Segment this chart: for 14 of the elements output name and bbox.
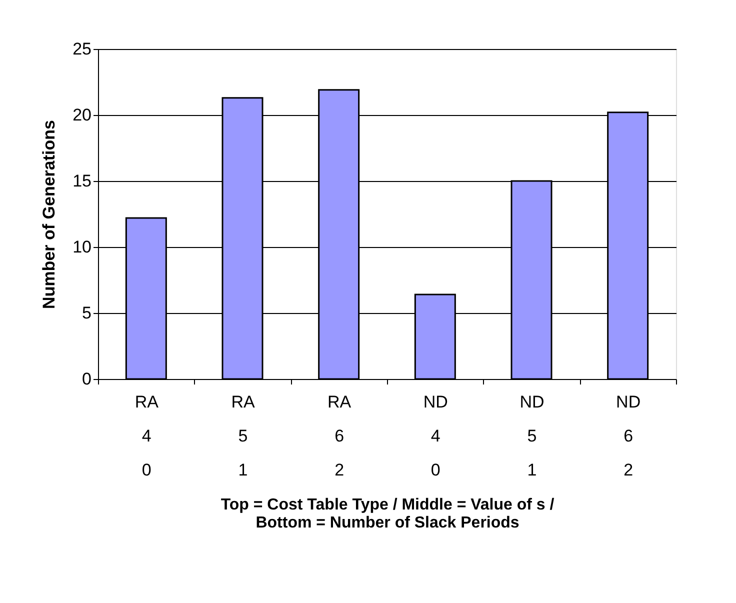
x-tick-label: ND 4 0: [423, 392, 448, 480]
x-tick-label: ND 6 2: [616, 392, 641, 480]
y-axis-title: Number of Generations: [40, 120, 59, 309]
x-tick-label: ND 5 1: [520, 392, 544, 480]
x-tick-label: RA 6 2: [328, 392, 352, 480]
y-tick-label: 20: [72, 106, 92, 124]
y-tick-label: 25: [72, 40, 92, 58]
x-axis-title: Top = Cost Table Type / Middle = Value of s / Bottom = Number of Slack Periods: [220, 496, 555, 532]
y-tick-label: 15: [72, 172, 92, 190]
y-tick-label: 0: [82, 370, 92, 388]
x-tick-label: RA 4 0: [134, 392, 160, 480]
x-tick-label: RA 5 1: [231, 392, 256, 480]
y-tick-label: 5: [82, 304, 92, 322]
y-tick-label: 10: [72, 238, 92, 256]
